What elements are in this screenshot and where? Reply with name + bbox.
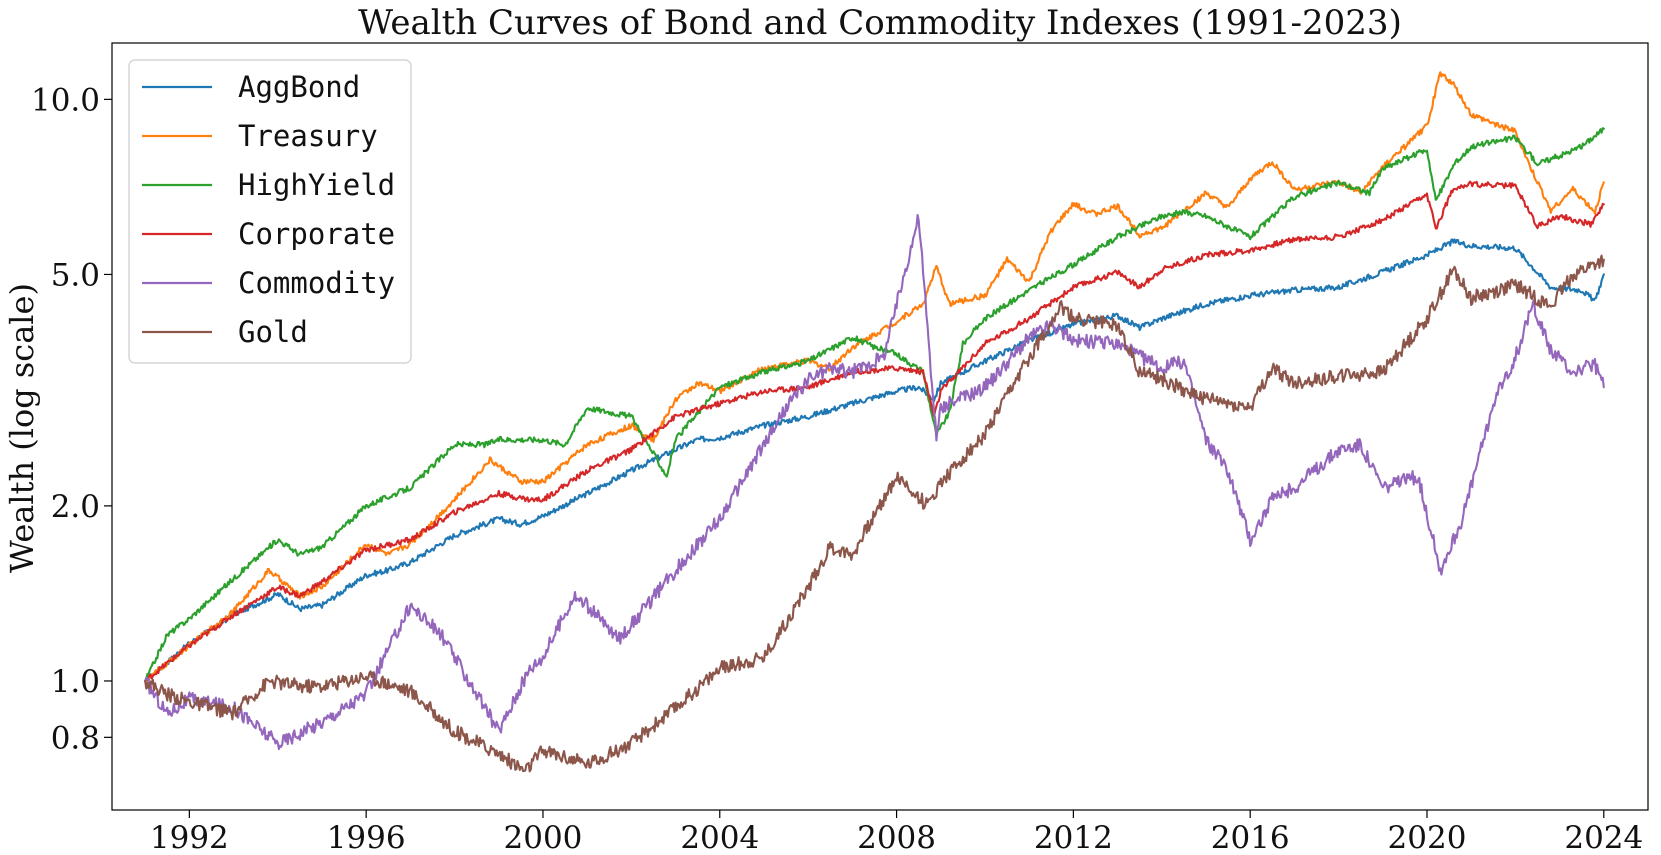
legend: AggBond Treasury HighYield Corporate Commodi…	[128, 59, 412, 364]
y-axis: 0.8 1.0 2.0 5.0 10.0	[31, 82, 112, 756]
x-tick-label-2008: 2008	[857, 820, 936, 855]
x-tick-label-2012: 2012	[1034, 820, 1113, 855]
legend-label-treasury: Treasury	[238, 119, 378, 153]
y-tick-label-5-0: 5.0	[51, 257, 100, 293]
series-line-corporate	[144, 180, 1605, 683]
series-layer	[144, 71, 1605, 773]
x-tick-label-2024: 2024	[1564, 820, 1643, 855]
y-axis-label: Wealth (log scale)	[3, 283, 41, 573]
y-tick-label-2-0: 2.0	[51, 489, 100, 525]
series-line-gold	[144, 254, 1605, 773]
x-tick-label-2016: 2016	[1211, 820, 1290, 855]
legend-label-commodity: Commodity	[238, 266, 395, 300]
x-tick-label-2000: 2000	[504, 820, 583, 855]
y-tick-label-10-0: 10.0	[31, 82, 100, 118]
y-tick-label-0-8: 0.8	[51, 720, 100, 756]
y-tick-label-1-0: 1.0	[51, 664, 100, 700]
x-tick-label-2004: 2004	[680, 820, 759, 855]
legend-label-highyield: HighYield	[238, 168, 395, 202]
series-line-highyield	[144, 127, 1605, 683]
series-line-commodity	[144, 213, 1605, 751]
x-tick-label-1996: 1996	[327, 820, 406, 855]
chart-title: Wealth Curves of Bond and Commodity Inde…	[358, 3, 1402, 43]
x-tick-label-2020: 2020	[1388, 820, 1467, 855]
x-tick-label-1992: 1992	[150, 820, 229, 855]
legend-label-gold: Gold	[238, 315, 308, 349]
series-line-aggbond	[144, 238, 1605, 683]
x-axis: 1992 1996 2000 2004 2008 2012 2016 2020 2024	[150, 810, 1643, 855]
legend-label-corporate: Corporate	[238, 217, 395, 251]
legend-label-aggbond: AggBond	[238, 70, 360, 104]
plot-frame	[111, 42, 1649, 811]
series-line-treasury	[144, 71, 1605, 684]
